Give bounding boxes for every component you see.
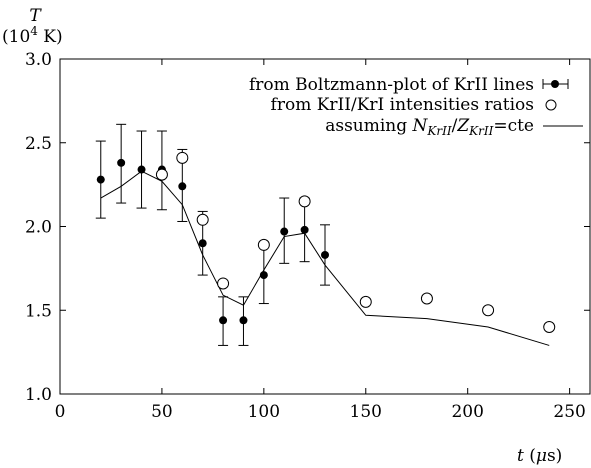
y-tick-label: 2.5	[25, 134, 52, 154]
series-boltzmann	[95, 123, 330, 346]
legend-symbol-intensity-ratios	[545, 99, 557, 111]
boltzmann-point	[96, 175, 105, 184]
boltzmann-point	[117, 158, 126, 167]
intensity-ratio-point	[196, 213, 209, 226]
intensity-ratio-point	[217, 277, 230, 290]
x-tick-label: 50	[151, 402, 173, 422]
y-tick-label: 3.0	[25, 50, 52, 70]
legend-label-model: assuming NKrII/ZKrII=cte	[325, 116, 534, 138]
intensity-ratio-point	[257, 238, 270, 251]
legend-symbol-boltzmann	[542, 79, 569, 89]
intensity-ratio-point	[298, 195, 311, 208]
series-model-line	[100, 170, 550, 346]
legend-label-boltzmann: from Boltzmann-plot of KrII lines	[249, 75, 534, 95]
x-tick-label: 0	[55, 402, 66, 422]
intensity-ratio-point	[359, 295, 372, 308]
x-axis-label: t (μs)	[517, 446, 562, 466]
boltzmann-point	[300, 225, 309, 234]
intensity-ratio-point	[543, 321, 556, 333]
axis-ticks: 0 50 100 150 200 250 1.0 1.5 2.0 2.5 3.0	[25, 50, 590, 422]
y-tick-label: 1.5	[25, 301, 52, 321]
y-axis-units: (104 K)	[2, 24, 63, 47]
y-axis-symbol: T	[29, 6, 42, 26]
intensity-ratio-point	[176, 151, 189, 164]
x-tick-label: 250	[553, 402, 585, 422]
intensity-ratio-point	[155, 168, 168, 181]
x-tick-label: 200	[451, 402, 483, 422]
model-line	[100, 170, 550, 346]
x-tick-label: 100	[248, 402, 280, 422]
boltzmann-point	[178, 182, 187, 191]
boltzmann-point	[137, 165, 146, 174]
intensity-ratio-point	[420, 292, 433, 305]
legend-label-intensity-ratios: from KrII/KrI intensities ratios	[271, 95, 534, 115]
boltzmann-point	[280, 227, 289, 236]
boltzmann-point	[198, 239, 207, 248]
boltzmann-point	[259, 271, 268, 280]
boltzmann-point	[219, 316, 228, 325]
boltzmann-point	[239, 316, 248, 325]
x-tick-label: 150	[350, 402, 382, 422]
series-intensity-ratios	[155, 151, 556, 333]
legend: from Boltzmann-plot of KrII lines from K…	[249, 75, 583, 138]
boltzmann-point	[321, 250, 329, 259]
y-tick-label: 1.0	[25, 385, 52, 405]
y-tick-label: 2.0	[25, 218, 52, 238]
intensity-ratio-point	[482, 304, 495, 317]
